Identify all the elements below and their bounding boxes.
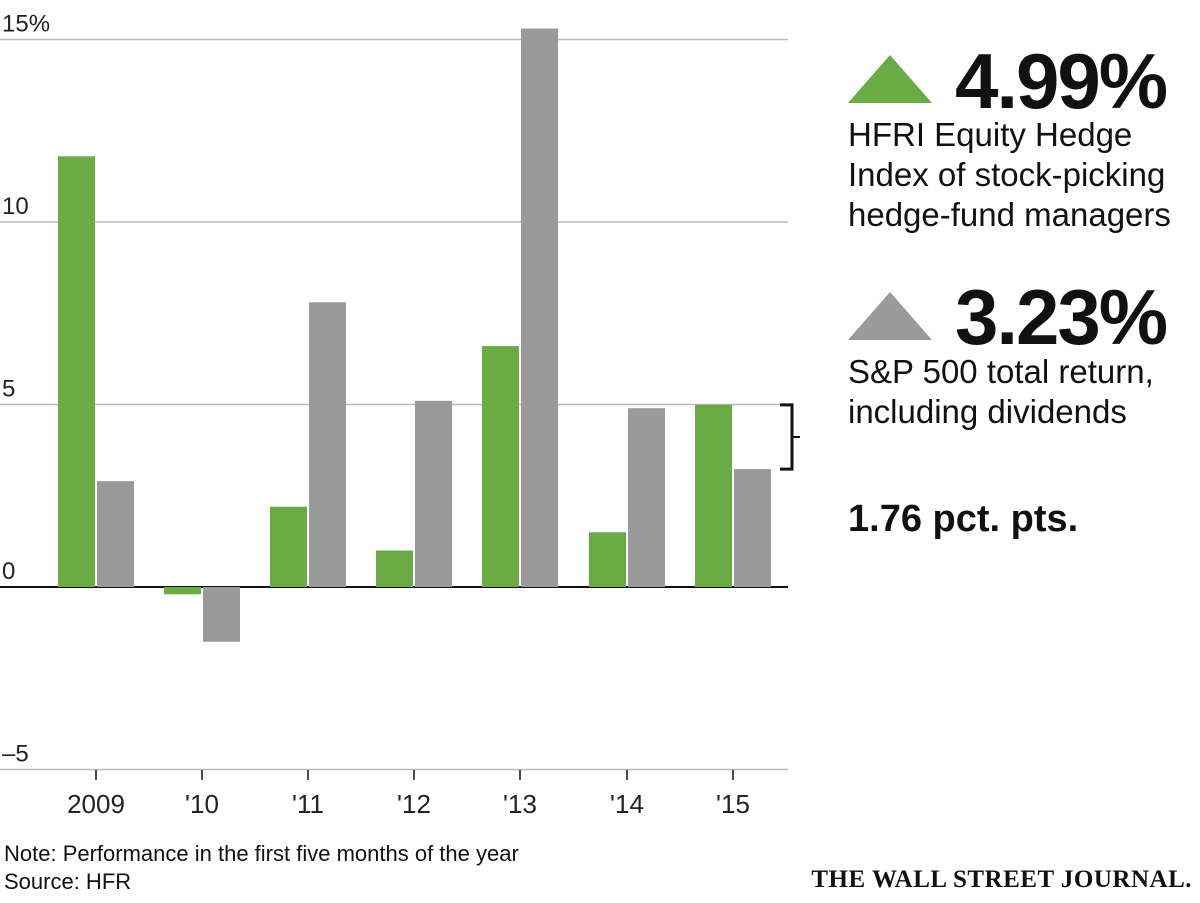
y-tick-label: 10 — [2, 193, 29, 220]
bar-sp500 — [309, 302, 346, 587]
x-tick-label: '15 — [716, 789, 750, 819]
y-tick-label: 5 — [2, 376, 15, 403]
bar-sp500 — [203, 587, 240, 642]
hfri-description: HFRI Equity Hedge Index of stock-picking… — [848, 115, 1171, 235]
y-tick-label: 15% — [2, 11, 50, 38]
bar-hfri — [695, 404, 732, 587]
wsj-logo: THE WALL STREET JOURNAL. — [811, 866, 1192, 893]
bar-chart: 15% 10 5 0 –5 2009 '10 '11 '12 '13 '14 '15 — [0, 11, 800, 819]
x-tick-label: '12 — [397, 789, 431, 819]
difference-label: 1.76 pct. pts. — [848, 498, 1079, 540]
chart-note: Note: Performance in the first five mont… — [4, 841, 519, 866]
bar-hfri — [376, 550, 413, 587]
hfri-line-2: Index of stock-picking — [848, 156, 1166, 193]
bar-hfri — [164, 587, 201, 595]
hfri-line-3: hedge-fund managers — [848, 196, 1171, 233]
x-tick-label: '11 — [292, 789, 324, 819]
bar-hfri — [589, 532, 626, 587]
y-tick-label: 0 — [2, 558, 15, 585]
hfri-triangle-icon — [848, 55, 932, 103]
sp-line-2: including dividends — [848, 393, 1127, 430]
sp-value: 3.23% — [955, 273, 1168, 361]
chart-source: Source: HFR — [4, 869, 132, 894]
bar-sp500 — [734, 469, 771, 587]
x-tick-label: '10 — [185, 789, 219, 819]
x-tick-label: '13 — [503, 789, 537, 819]
sp-description: S&P 500 total return, including dividend… — [848, 352, 1154, 432]
sp-triangle-icon — [848, 292, 932, 340]
y-tick-label: –5 — [2, 741, 29, 768]
hfri-value: 4.99% — [955, 37, 1168, 125]
x-tick-label: '14 — [610, 789, 644, 819]
difference-bracket — [780, 403, 794, 471]
bar-hfri — [58, 156, 95, 588]
x-tick-label: 2009 — [67, 789, 125, 819]
bar-sp500 — [521, 28, 558, 588]
sp-line-1: S&P 500 total return, — [848, 353, 1154, 390]
bar-sp500 — [415, 400, 452, 587]
bar-sp500 — [97, 481, 134, 587]
bar-sp500 — [628, 408, 665, 587]
bar-hfri — [270, 506, 307, 587]
hfri-line-1: HFRI Equity Hedge — [848, 116, 1133, 153]
bar-hfri — [482, 346, 519, 587]
